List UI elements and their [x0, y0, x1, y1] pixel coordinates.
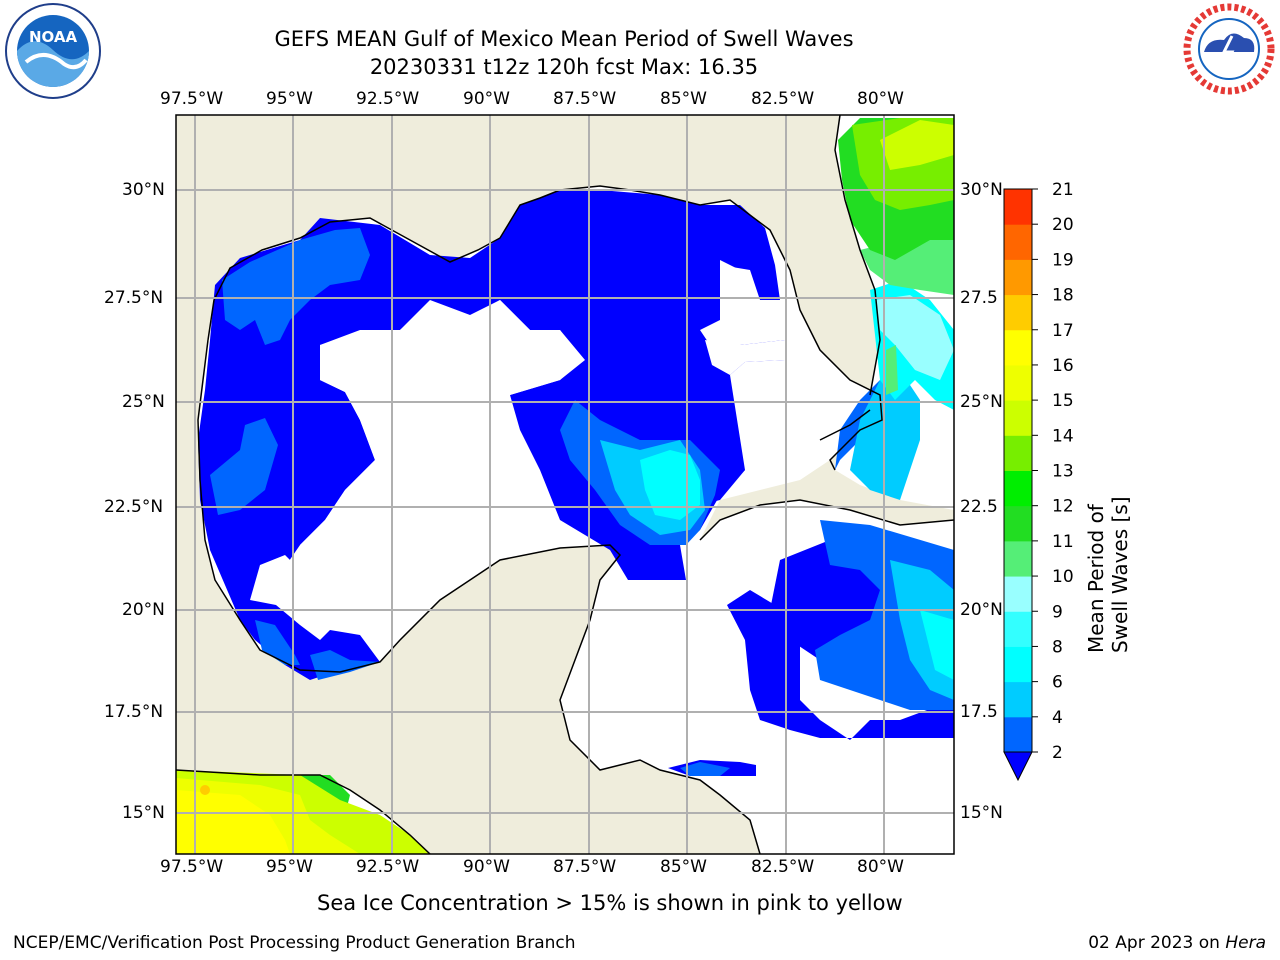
colorbar-tick-label: 19: [1052, 250, 1074, 270]
lat-tick-left-4: 20°N: [122, 600, 165, 620]
credit-text: NCEP/EMC/Verification Post Processing Pr…: [13, 933, 576, 953]
colorbar-segment: [1004, 400, 1032, 436]
sea-ice-note: Sea Ice Concentration > 15% is shown in …: [317, 891, 903, 915]
lat-tick-right-4: 20°N: [960, 600, 1003, 620]
colorbar-tick-label: 8: [1052, 637, 1063, 657]
lon-tick-top-7: 80°W: [857, 89, 904, 109]
chart-title: GEFS MEAN Gulf of Mexico Mean Period of …: [274, 27, 854, 51]
lat-tick-left-6: 15°N: [122, 803, 165, 823]
lon-tick-top-0: 97.5°W: [160, 89, 224, 109]
colorbar-tick-label: 12: [1052, 497, 1074, 517]
lon-tick-top-1: 95°W: [266, 89, 313, 109]
noaa-logo: NOAA: [4, 2, 102, 100]
swell-fill-8-9: [875, 295, 954, 380]
lat-tick-left-1: 27.5°N: [104, 288, 164, 308]
colorbar-tick-label: 10: [1052, 567, 1074, 587]
lon-tick-bottom-5: 85°W: [660, 857, 707, 877]
lon-tick-bottom-4: 87.5°W: [553, 857, 617, 877]
colorbar-segment: [1004, 259, 1032, 296]
swell-fill-15-16: [176, 790, 290, 854]
lon-tick-bottom-3: 90°W: [463, 857, 510, 877]
colorbar-tick-label: 14: [1052, 426, 1074, 446]
colorbar-segment: [1004, 505, 1032, 542]
colorbar-tick-label: 18: [1052, 286, 1074, 306]
colorbar-segment: [1004, 611, 1032, 647]
colorbar-tick-label: 2: [1052, 743, 1063, 763]
colorbar-tick-label: 20: [1052, 215, 1074, 235]
lat-tick-left-5: 17.5°N: [104, 702, 164, 722]
colorbar-segment: [1004, 576, 1032, 612]
lat-tick-left-3: 22.5°N: [104, 497, 164, 517]
colorbar-segment: [1004, 224, 1032, 260]
chart-subtitle: 20230331 t12z 120h fcst Max: 16.35: [369, 55, 759, 79]
colorbar-segment: [1004, 716, 1032, 753]
colorbar-segment: [1004, 470, 1032, 507]
lon-tick-bottom-7: 80°W: [857, 857, 904, 877]
colorbar: 2 4 6 8 9 10 11 12 13 14 15 16 17 18 19 20 21: [1003, 180, 1074, 782]
lat-tick-right-3: 22.5: [960, 497, 998, 517]
swell-fill-16-17: [200, 785, 210, 795]
lon-tick-top-5: 85°W: [660, 89, 707, 109]
lat-tick-left-2: 25°N: [122, 392, 165, 412]
colorbar-label: Mean Period of Swell Waves [s]: [1084, 496, 1132, 653]
colorbar-tick-label: 4: [1052, 708, 1063, 728]
colorbar-segment: [1004, 540, 1032, 577]
swell-gaps: [250, 265, 785, 605]
lon-tick-top-4: 87.5°W: [553, 89, 617, 109]
lon-tick-bottom-0: 97.5°W: [160, 857, 224, 877]
lon-tick-bottom-2: 92.5°W: [356, 857, 420, 877]
colorbar-segment: [1004, 294, 1032, 331]
colorbar-tick-label: 15: [1052, 391, 1074, 411]
coastlines: [176, 115, 954, 854]
colorbar-segment: [1004, 435, 1032, 471]
colorbar-tick-label: 21: [1052, 180, 1074, 200]
lat-tick-right-6: 15°N: [960, 803, 1003, 823]
lon-tick-bottom-1: 95°W: [266, 857, 313, 877]
colorbar-segment: [1004, 681, 1032, 718]
svg-text:NOAA: NOAA: [29, 28, 78, 46]
date-text: 02 Apr 2023 on: [1088, 933, 1220, 953]
map-frame: [175, 114, 955, 855]
lon-tick-top-2: 92.5°W: [356, 89, 420, 109]
nws-logo: [1180, 0, 1278, 98]
colorbar-tick-label: 6: [1052, 673, 1063, 693]
lat-tick-right-2: 25°N: [960, 392, 1003, 412]
colorbar-tick-label: 9: [1052, 602, 1063, 622]
date-stamp: 02 Apr 2023 on Hera: [1088, 933, 1266, 953]
colorbar-tick-label: 11: [1052, 532, 1074, 552]
colorbar-segment: [1004, 364, 1032, 401]
colorbar-segment: [1004, 189, 1032, 225]
colorbar-extend-arrow: [1003, 751, 1033, 782]
lon-tick-top-3: 90°W: [463, 89, 510, 109]
colorbar-segment: [1004, 646, 1032, 683]
lat-tick-right-5: 17.5: [960, 702, 998, 722]
lat-tick-left-0: 30°N: [122, 180, 165, 200]
grid-lines: [176, 115, 954, 854]
lat-tick-right-1: 27.5: [960, 288, 998, 308]
lon-tick-bottom-6: 82.5°W: [751, 857, 815, 877]
lon-tick-top-6: 82.5°W: [751, 89, 815, 109]
machine-name: Hera: [1225, 933, 1266, 953]
colorbar-tick-label: 13: [1052, 462, 1074, 482]
lat-tick-right-0: 30°N: [960, 180, 1003, 200]
colorbar-tick-label: 16: [1052, 356, 1074, 376]
colorbar-segment: [1004, 329, 1032, 366]
colorbar-tick-label: 17: [1052, 321, 1074, 341]
